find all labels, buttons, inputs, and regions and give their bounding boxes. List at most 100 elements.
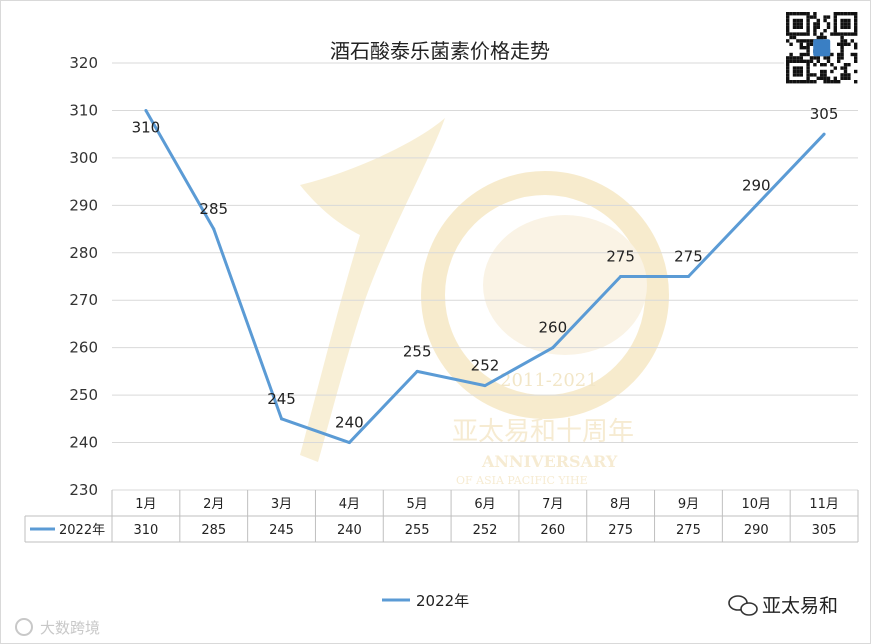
qr-module — [837, 32, 841, 36]
qr-module — [840, 73, 844, 77]
data-point — [347, 441, 351, 445]
qr-module — [816, 18, 820, 23]
qr-module — [833, 18, 837, 23]
qr-module — [837, 80, 841, 84]
table-value-cell: 310 — [133, 523, 158, 538]
qr-module — [843, 32, 848, 36]
qr-module — [843, 66, 848, 70]
watermark-en2: OF ASIA PACIFIC YIHE — [456, 474, 588, 487]
qr-module — [789, 52, 793, 57]
data-label: 275 — [674, 248, 703, 266]
qr-module — [823, 15, 827, 19]
qr-module — [806, 25, 810, 29]
data-point — [280, 417, 284, 421]
qr-module — [806, 66, 810, 70]
data-table: 1月 2月 3月 4月 5月 6月 7月 8月 9月 10月 11月 2022年 310 285 245 24… — [24, 490, 859, 543]
qr-module — [799, 73, 803, 77]
data-label: 252 — [471, 357, 500, 375]
qr-module — [813, 63, 817, 67]
qr-module — [803, 12, 807, 16]
data-label: 310 — [132, 118, 161, 136]
table-value-cell: 305 — [812, 523, 837, 538]
qr-module — [803, 39, 807, 43]
y-tick-label: 260 — [69, 339, 98, 357]
data-label: 245 — [267, 390, 296, 408]
qr-module — [854, 59, 858, 63]
qr-module — [799, 66, 803, 70]
table-header-cell: 7月 — [542, 497, 563, 512]
table-value-cell: 260 — [540, 523, 565, 538]
qr-module — [796, 12, 800, 16]
qr-module — [796, 59, 800, 63]
qr-module — [854, 42, 858, 46]
qr-module — [806, 52, 810, 57]
y-axis-ticks: 230 240 250 260 270 280 290 300 310 320 — [69, 54, 98, 499]
qr-module — [799, 52, 803, 57]
qr-module — [854, 12, 858, 16]
qr-module — [837, 12, 841, 16]
qr-module — [847, 63, 851, 67]
qr-module — [806, 12, 810, 16]
qr-module — [843, 42, 848, 46]
chart-title: 酒石酸泰乐菌素价格走势 — [330, 39, 550, 63]
qr-module — [792, 22, 797, 26]
qr-module — [840, 12, 844, 16]
data-label: 260 — [538, 319, 567, 337]
qr-module — [792, 66, 797, 70]
data-point — [686, 275, 690, 278]
qr-module — [820, 73, 824, 77]
qr-module — [847, 22, 851, 26]
watermark-numeral-one — [300, 118, 445, 462]
qr-module — [843, 22, 848, 26]
wechat-icon — [728, 595, 758, 616]
qr-module — [833, 12, 837, 16]
qr-module — [840, 35, 844, 40]
qr-module — [792, 56, 797, 60]
footer-right-brand: 亚太易和 — [728, 595, 838, 617]
y-tick-label: 250 — [69, 386, 98, 404]
qr-module — [840, 25, 844, 29]
qr-module — [792, 12, 797, 16]
y-tick-label: 310 — [69, 101, 98, 119]
qr-module — [786, 63, 790, 67]
data-label: 275 — [606, 248, 635, 266]
qr-module — [823, 69, 827, 74]
qr-module — [806, 63, 810, 67]
qr-module — [833, 80, 837, 84]
qr-module — [854, 52, 858, 57]
qr-module — [799, 69, 803, 74]
table-value-cell: 275 — [676, 523, 701, 538]
qr-module — [806, 59, 810, 63]
qr-module — [799, 12, 803, 16]
qr-module — [820, 69, 824, 74]
qr-module — [816, 56, 820, 60]
qr-module — [833, 76, 837, 80]
qr-module — [843, 69, 848, 74]
qr-module — [809, 15, 814, 19]
qr-module — [806, 46, 810, 50]
qr-module — [823, 18, 827, 23]
anniversary-watermark: 2011-2021 亚太易和十周年 ANNIVERSARY OF ASIA PA… — [300, 118, 669, 487]
data-point — [619, 275, 623, 278]
qr-module — [786, 29, 790, 33]
qr-module — [840, 42, 844, 46]
qr-module — [840, 39, 844, 43]
table-header-cell: 10月 — [741, 497, 771, 512]
table-header-cell: 11月 — [809, 497, 839, 512]
table-value-cell: 240 — [337, 523, 362, 538]
qr-module — [803, 32, 807, 36]
qr-module — [823, 80, 827, 84]
qr-module — [806, 32, 810, 36]
qr-module — [840, 76, 844, 80]
qr-module — [789, 80, 793, 84]
qr-module — [792, 69, 797, 74]
qr-module — [840, 46, 844, 50]
y-tick-label: 230 — [69, 481, 98, 499]
qr-module — [833, 25, 837, 29]
qr-module — [809, 59, 814, 63]
qr-module — [820, 76, 824, 80]
data-point — [144, 108, 148, 112]
qr-module — [786, 80, 790, 84]
qr-module — [833, 29, 837, 33]
